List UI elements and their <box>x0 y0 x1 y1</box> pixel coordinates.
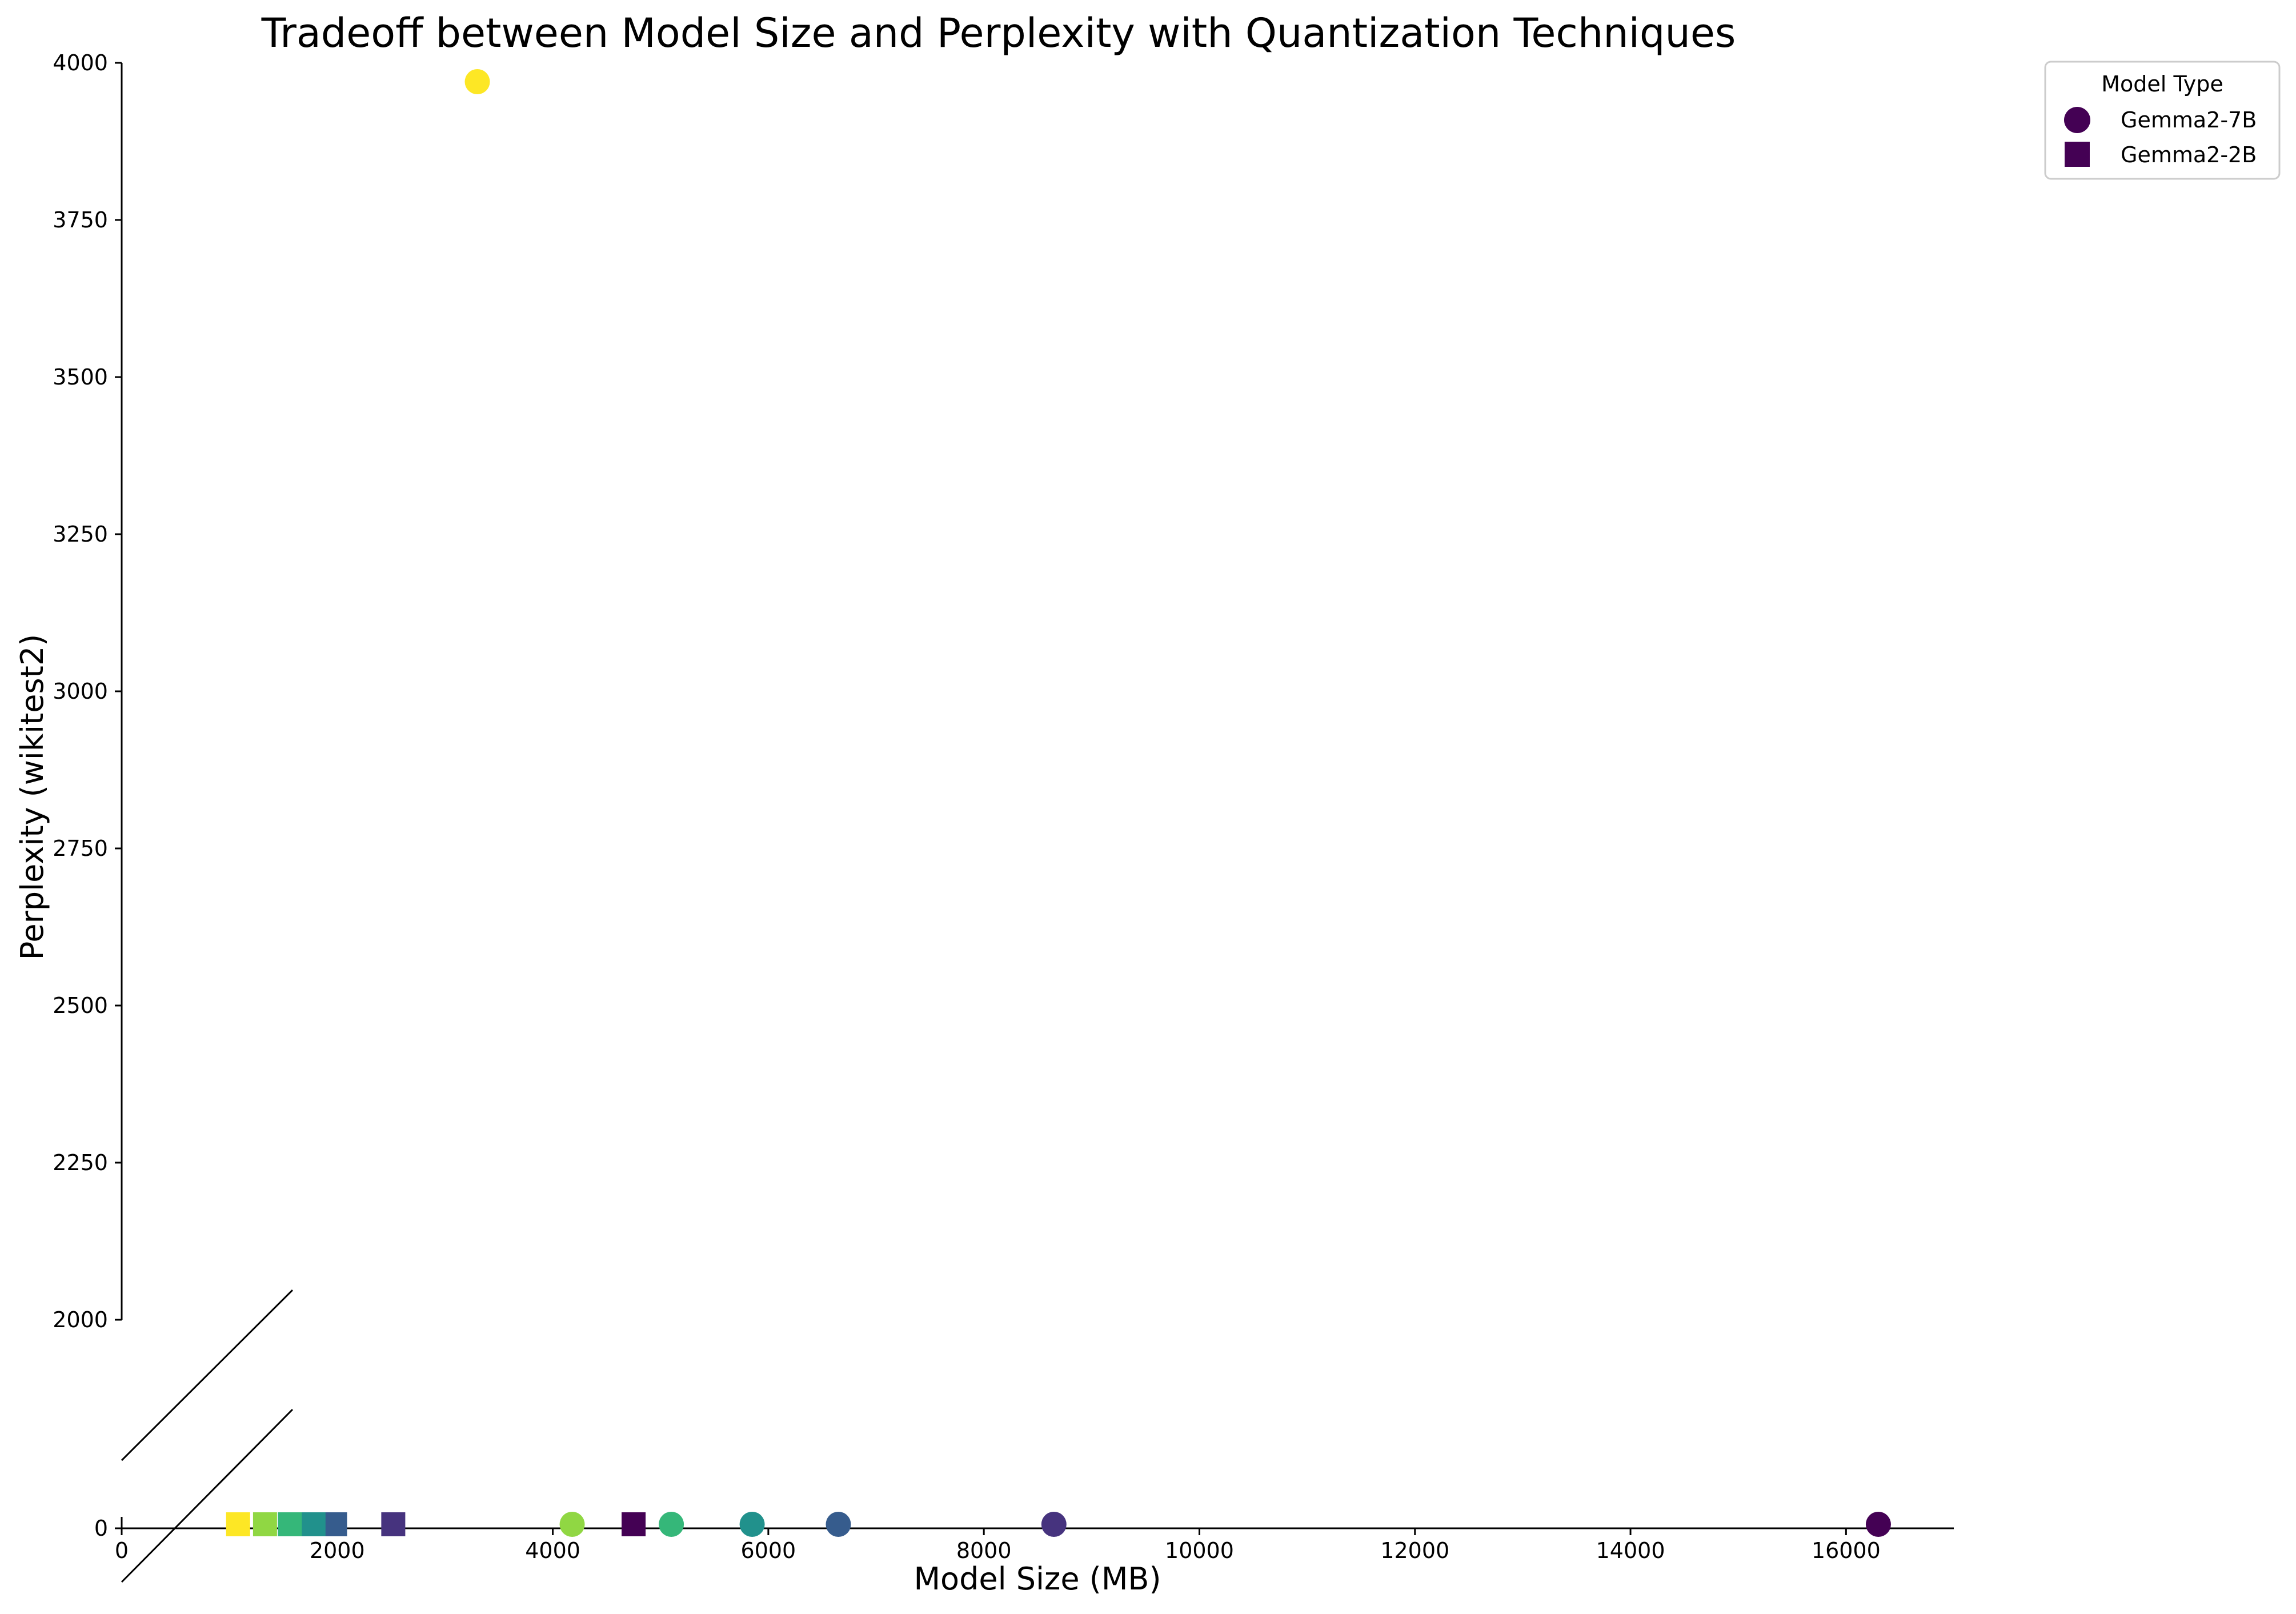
x-ticks: 0 2000 4000 6000 8000 10000 12000 14000 16000 <box>115 1528 1881 1563</box>
x-tick-label: 10000 <box>1165 1538 1234 1563</box>
x-tick-label: 4000 <box>525 1538 580 1563</box>
x-tick-label: 12000 <box>1380 1538 1449 1563</box>
y-tick-label: 3250 <box>53 522 108 547</box>
point-gemma2-7b <box>559 1512 585 1537</box>
point-gemma2-2b <box>226 1512 250 1536</box>
y-tick-label: 2250 <box>53 1150 108 1175</box>
point-gemma2-2b <box>323 1512 347 1536</box>
point-gemma2-2b <box>301 1512 326 1536</box>
x-tick-label: 6000 <box>741 1538 796 1563</box>
y-tick-label: 3750 <box>53 207 108 233</box>
axes <box>121 63 1954 1583</box>
y-tick-label: 4000 <box>53 50 108 75</box>
legend-title: Model Type <box>2101 71 2223 97</box>
point-gemma2-7b <box>739 1512 765 1537</box>
point-gemma2-2b <box>381 1512 406 1536</box>
axis-break-mark-lower <box>121 1408 294 1583</box>
y-tick-label: 2500 <box>53 993 108 1018</box>
x-tick-label: 14000 <box>1596 1538 1665 1563</box>
y-axis-label: Perplexity (wikitest2) <box>14 634 50 960</box>
y-ticks: 2000 2250 2500 2750 3000 3250 3500 3750 4000 0 <box>53 50 122 1541</box>
point-gemma2-2b <box>622 1512 646 1536</box>
data-points <box>226 69 1891 1537</box>
point-gemma2-7b <box>826 1512 851 1537</box>
point-gemma2-7b <box>659 1512 684 1537</box>
legend-marker-gemma2-2b <box>2065 142 2090 167</box>
legend-frame <box>2044 61 2281 180</box>
y-tick-label: 3500 <box>53 365 108 390</box>
x-tick-label: 16000 <box>1812 1538 1881 1563</box>
y-tick-label: 2000 <box>53 1307 108 1332</box>
legend: Model Type Gemma2-7B Gemma2-2B <box>2044 61 2281 180</box>
x-tick-label: 2000 <box>310 1538 365 1563</box>
chart-title: Tradeoff between Model Size and Perplexi… <box>261 10 1736 57</box>
point-gemma2-7b <box>464 69 490 94</box>
point-gemma2-7b <box>1041 1512 1067 1537</box>
x-tick-label: 8000 <box>956 1538 1012 1563</box>
legend-label-gemma2-2b: Gemma2-2B <box>2121 142 2257 167</box>
legend-marker-gemma2-7b <box>2064 107 2090 133</box>
y-tick-label: 0 <box>94 1516 108 1541</box>
axis-break-mark-upper <box>121 1289 294 1461</box>
point-gemma2-2b <box>278 1512 302 1536</box>
point-gemma2-7b <box>1865 1512 1891 1537</box>
x-axis-label: Model Size (MB) <box>913 1561 1161 1597</box>
y-tick-label: 3000 <box>53 679 108 704</box>
point-gemma2-2b <box>253 1512 277 1536</box>
x-tick-label: 0 <box>115 1538 129 1563</box>
legend-label-gemma2-7b: Gemma2-7B <box>2121 107 2257 133</box>
y-tick-label: 2750 <box>53 836 108 861</box>
